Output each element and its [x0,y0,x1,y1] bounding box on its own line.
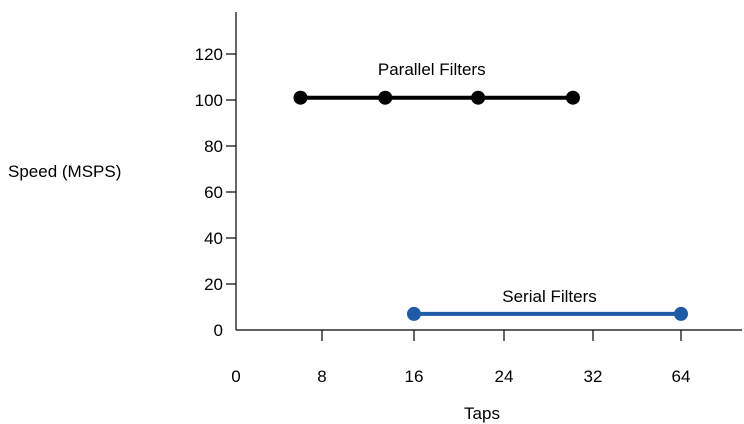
data-point [674,306,688,321]
data-point [565,90,580,105]
x-ticks: 0 8 16 24 32 64 [231,330,690,386]
x-tick-label: 64 [672,367,691,386]
y-axis-title: Speed (MSPS) [8,162,121,181]
x-tick-label: 32 [584,367,603,386]
series-label: Parallel Filters [378,60,486,79]
series-label: Serial Filters [502,287,596,306]
x-tick-label: 8 [317,367,326,386]
y-tick-label: 20 [204,275,223,294]
data-point [378,90,393,105]
y-tick-label: 40 [204,229,223,248]
y-tick-label: 120 [195,45,223,64]
data-point [471,90,486,105]
x-tick-label: 0 [231,367,240,386]
data-point [293,90,308,105]
series-layer: Parallel Filters Serial Filters [293,60,688,321]
axes [235,12,742,331]
y-ticks: 0 20 40 60 80 100 120 [195,45,236,340]
x-axis-title: Taps [464,404,500,423]
x-tick-label: 16 [405,367,424,386]
y-tick-label: 80 [204,137,223,156]
y-tick-label: 100 [195,91,223,110]
y-tick-label: 0 [214,321,223,340]
data-point [407,306,421,321]
y-tick-label: 60 [204,183,223,202]
x-tick-label: 24 [495,367,514,386]
